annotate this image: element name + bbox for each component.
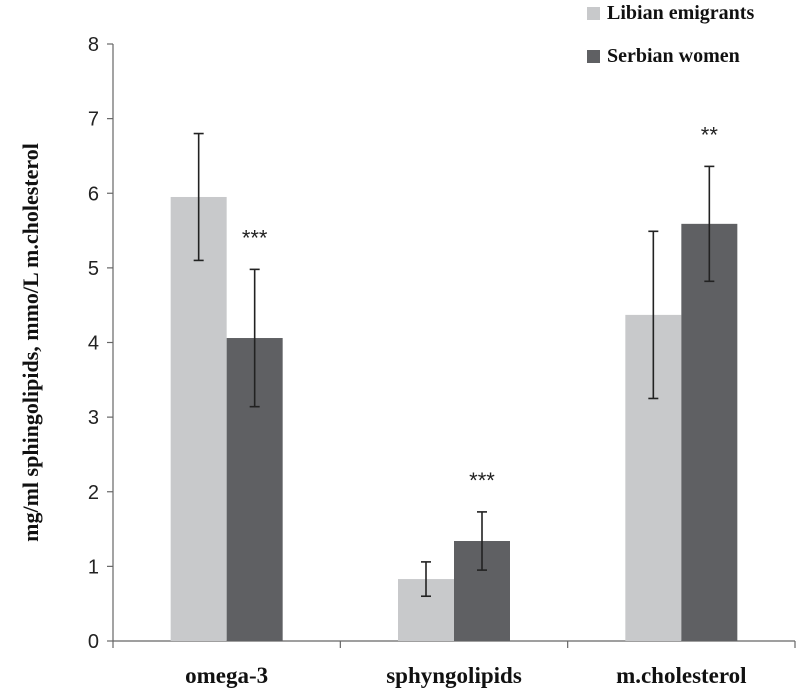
significance-marker: ** bbox=[701, 122, 719, 147]
x-category-label: sphyngolipids bbox=[386, 663, 522, 688]
significance-marker: *** bbox=[469, 468, 495, 493]
labels: omega-3 sphyngolipids m.cholesterol*******… bbox=[18, 122, 747, 688]
y-tick-label: 0 bbox=[88, 631, 99, 653]
y-tick-label: 6 bbox=[88, 183, 99, 205]
y-tick-label: 7 bbox=[88, 109, 99, 131]
legend-swatch-serbian bbox=[587, 50, 600, 63]
x-category-label: m.cholesterol bbox=[616, 663, 747, 688]
y-tick-label: 5 bbox=[88, 258, 99, 280]
legend: Libian emigrants Serbian women bbox=[587, 2, 754, 67]
y-tick-label: 8 bbox=[88, 34, 99, 56]
y-tick-label: 2 bbox=[88, 482, 99, 504]
y-tick-label: 4 bbox=[88, 333, 99, 355]
error-bars bbox=[193, 132, 715, 598]
y-axis-label: mg/ml sphingolipids, mmo/L m.cholesterol bbox=[18, 143, 43, 542]
y-tick-label: 1 bbox=[88, 556, 99, 578]
bars bbox=[170, 196, 738, 641]
bar-omega-3-libian bbox=[170, 196, 227, 641]
legend-label-libian: Libian emigrants bbox=[607, 2, 754, 24]
bar-m-cholesterol-serbian bbox=[681, 223, 738, 641]
significance-marker: *** bbox=[242, 225, 268, 250]
legend-label-serbian: Serbian women bbox=[607, 45, 740, 67]
legend-swatch-libian bbox=[587, 7, 600, 20]
x-category-label: omega-3 bbox=[185, 663, 268, 688]
y-tick-label: 3 bbox=[88, 407, 99, 429]
